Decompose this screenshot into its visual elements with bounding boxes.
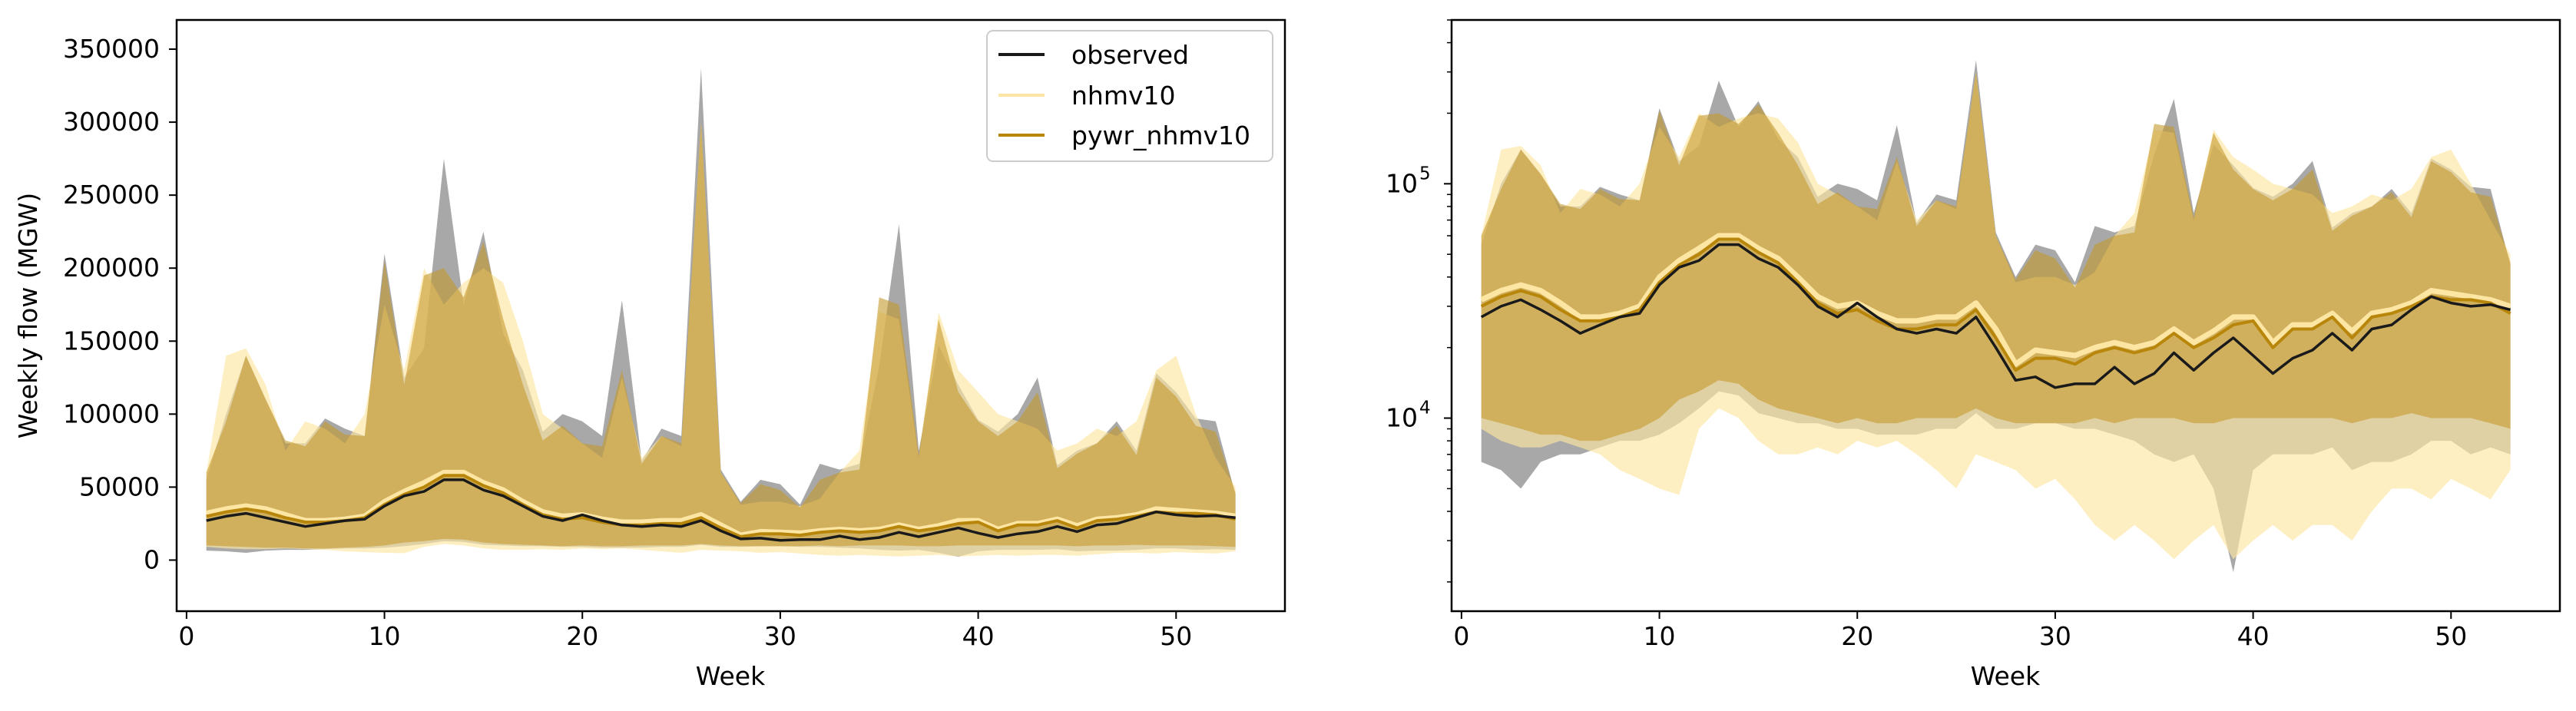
left-x-tick-label: 10 bbox=[369, 621, 401, 651]
right-line-observed bbox=[1480, 243, 2511, 389]
left-y-tick-label: 300000 bbox=[63, 107, 160, 137]
right-band-pywr-nhmv10 bbox=[1481, 71, 2511, 441]
right-y-tick-label: 10 bbox=[1386, 168, 1418, 198]
legend-label-observed: observed bbox=[1071, 40, 1189, 70]
left-y-tick-label: 350000 bbox=[63, 34, 160, 64]
right-line-nhmv10 bbox=[1480, 233, 2511, 367]
left-y-tick-label: 50000 bbox=[79, 471, 160, 501]
right-x-tick-label: 20 bbox=[1841, 621, 1873, 651]
left-y-tick-label: 0 bbox=[144, 544, 160, 574]
left-x-tick-label: 20 bbox=[566, 621, 598, 651]
left-y-tick-label: 100000 bbox=[63, 398, 160, 428]
right-x-axis-label: Week bbox=[1971, 661, 2041, 691]
legend-box bbox=[986, 30, 1273, 162]
right-x-tick-label: 30 bbox=[2039, 621, 2071, 651]
right-median-lines bbox=[1480, 233, 2511, 389]
right-uncertainty-bands bbox=[1481, 60, 2511, 573]
left-band-pywr-nhmv10 bbox=[206, 122, 1236, 549]
left-y-tick-label: 250000 bbox=[63, 180, 160, 210]
right-x-tick-label: 0 bbox=[1453, 621, 1469, 651]
right-y-tick-exponent: 4 bbox=[1419, 398, 1431, 418]
right-y-tick-exponent: 5 bbox=[1419, 164, 1431, 184]
left-line-nhmv10 bbox=[205, 469, 1237, 538]
right-x-tick-label: 40 bbox=[2237, 621, 2270, 651]
left-x-tick-label: 50 bbox=[1160, 621, 1192, 651]
left-y-axis-ticks: 0 50000 100000 150000 200000 250000 300000 3500… bbox=[63, 34, 177, 574]
right-line-pywr-nhmv10 bbox=[1480, 237, 2511, 372]
right-x-tick-label: 50 bbox=[2435, 621, 2467, 651]
left-plot-frame bbox=[175, 18, 1286, 613]
left-uncertainty-bands bbox=[206, 68, 1236, 557]
left-y-axis-label: Weekly flow (MGW) bbox=[13, 193, 43, 438]
legend-label-pywr-nhmv10: pywr_nhmv10 bbox=[1071, 121, 1250, 150]
left-median-lines bbox=[205, 469, 1237, 542]
left-x-tick-label: 30 bbox=[764, 621, 796, 651]
left-line-observed bbox=[206, 478, 1236, 542]
left-x-axis-label: Week bbox=[696, 661, 766, 691]
left-y-tick-label: 200000 bbox=[63, 253, 160, 283]
right-y-tick-label: 10 bbox=[1386, 403, 1418, 433]
left-x-axis-ticks: 0 10 20 30 40 50 bbox=[178, 611, 1192, 651]
legend-label-nhmv10: nhmv10 bbox=[1071, 81, 1176, 111]
left-y-tick-label: 150000 bbox=[63, 326, 160, 356]
left-x-tick-label: 0 bbox=[178, 621, 194, 651]
left-x-tick-label: 40 bbox=[962, 621, 995, 651]
linear-flow-chart: 0 10 20 30 40 50 0 50000 100000 150000 200000 2500… bbox=[13, 18, 1286, 691]
legend: observed nhmv10 pywr_nhmv10 bbox=[986, 30, 1273, 162]
right-x-tick-label: 10 bbox=[1644, 621, 1676, 651]
right-x-axis-ticks: 0 10 20 30 40 50 bbox=[1453, 611, 2467, 651]
right-plot-frame bbox=[1450, 18, 2561, 613]
